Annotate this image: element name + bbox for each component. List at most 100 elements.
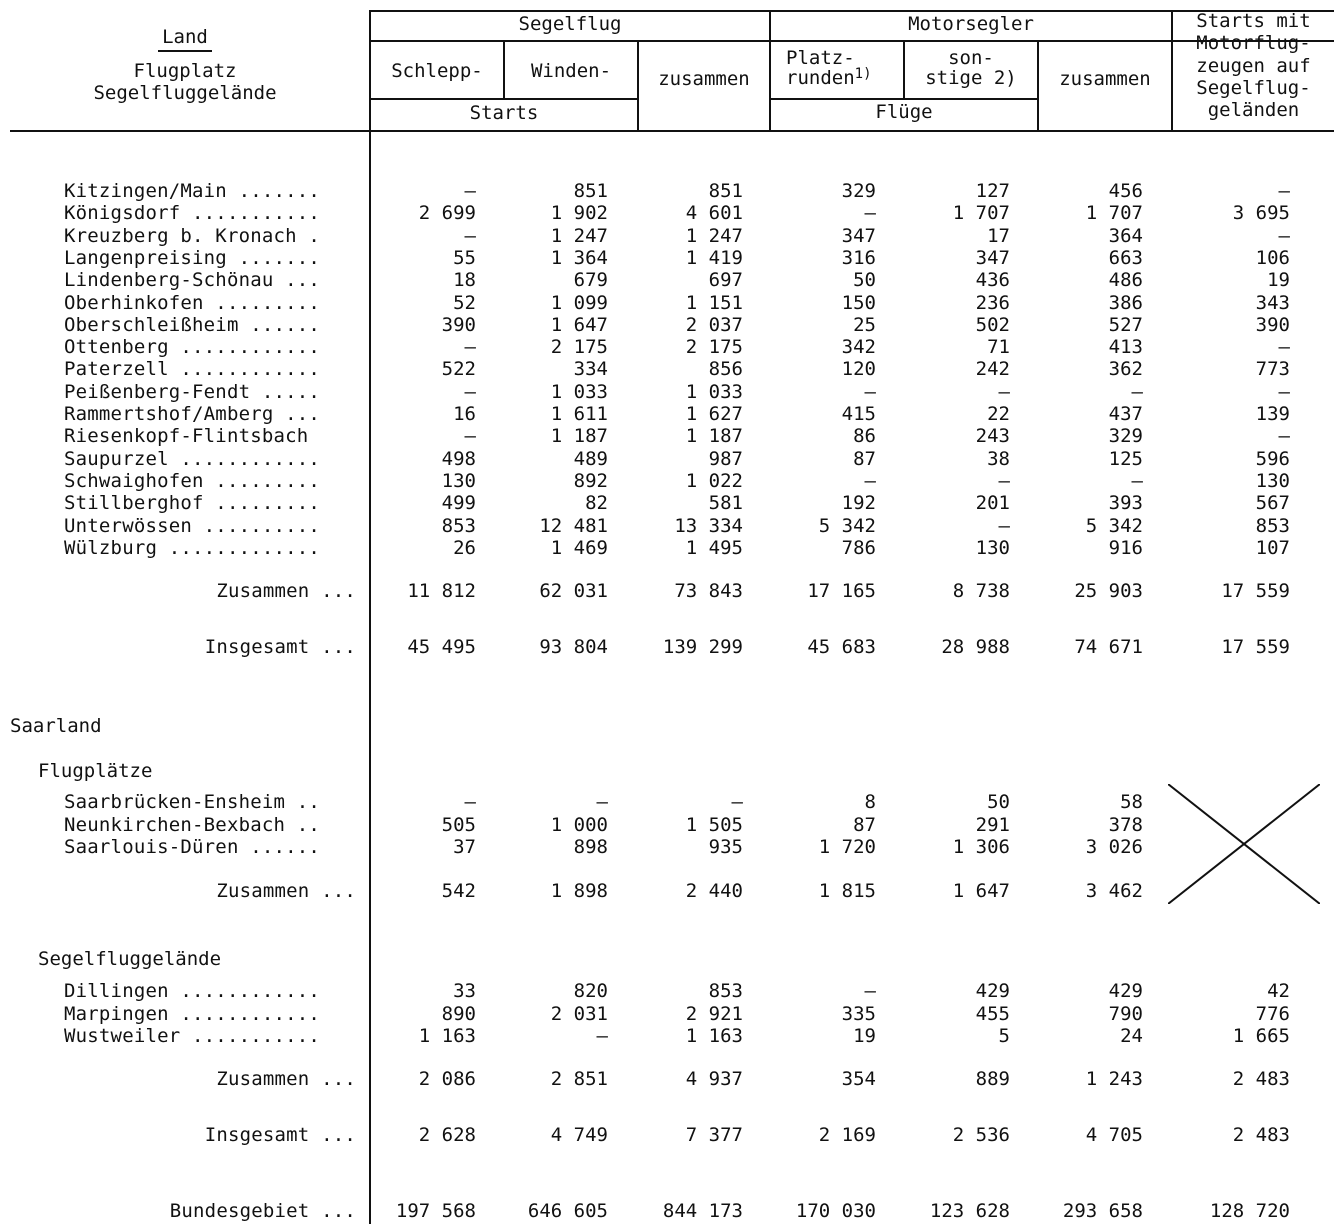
header-last-2: Motorflug- <box>1196 32 1311 54</box>
zusammen-row-label: Zusammen ... <box>216 1068 356 1090</box>
table-row-cell: 343 <box>1255 291 1290 314</box>
table-row-cell: 37 <box>453 836 476 858</box>
insgesamt-row-cell: 2 483 <box>1232 1124 1290 1146</box>
table-row-cell: 437 <box>1108 403 1143 425</box>
table-row-cell: – <box>464 180 476 202</box>
table-row-label: Peißenberg-Fendt ..... <box>64 380 321 403</box>
table-row-cell: 393 <box>1108 492 1143 515</box>
table-row-cell: 892 <box>573 469 608 492</box>
table-row-cell: 773 <box>1255 358 1290 381</box>
zusammen-row-cell: 1 243 <box>1085 1068 1143 1090</box>
table-row-cell: 386 <box>1108 291 1143 314</box>
table-row-cell: 18 <box>453 269 476 292</box>
zusammen-row-cell: 889 <box>975 1068 1010 1090</box>
table-row-cell: 1 187 <box>550 425 608 448</box>
table-row-cell: 856 <box>708 358 743 381</box>
insgesamt-row-label: Insgesamt ... <box>204 636 356 658</box>
insgesamt-row-cell: 28 988 <box>941 636 1010 658</box>
table-row-cell: 13 334 <box>674 514 743 537</box>
zusammen-row-cell: 11 812 <box>407 580 476 602</box>
zusammen-row-cell: 1 647 <box>952 880 1010 902</box>
table-row-cell: 71 <box>987 336 1010 359</box>
table-row-cell: 329 <box>1108 425 1143 448</box>
insgesamt-row-cell: 139 299 <box>662 636 743 658</box>
land-underline <box>158 50 212 52</box>
table-row-cell: 8 <box>864 791 876 813</box>
table-row-cell: 522 <box>441 358 476 381</box>
table-row-cell: 22 <box>987 403 1010 425</box>
zusammen-row-cell: 8 738 <box>952 580 1010 602</box>
zusammen-row-cell: 2 483 <box>1232 1068 1290 1090</box>
table-row-cell: 1 665 <box>1232 1025 1290 1047</box>
table-row-cell: 242 <box>975 358 1010 381</box>
header-last-5: geländen <box>1207 99 1300 121</box>
table-row-cell: – <box>864 202 876 225</box>
table-row-cell: 19 <box>1267 269 1290 292</box>
table-row-cell: 429 <box>1108 980 1143 1002</box>
table-row-cell: 192 <box>841 492 876 515</box>
bundesgebiet-row-cell: 123 628 <box>929 1200 1010 1222</box>
insgesamt-row-cell: 2 169 <box>818 1124 876 1146</box>
table-row-cell: 1 022 <box>685 469 743 492</box>
table-row-cell: 201 <box>975 492 1010 515</box>
header-top-rule <box>370 10 1334 12</box>
table-row-cell: 3 695 <box>1232 202 1290 225</box>
table-row-cell: 2 175 <box>550 336 608 359</box>
table-row-cell: – <box>1278 380 1290 403</box>
section-saarland: Saarland <box>10 715 102 737</box>
table-row-label: Oberschleißheim ...... <box>64 313 321 336</box>
table-row-cell: 1 033 <box>685 380 743 403</box>
table-row-cell: 456 <box>1108 180 1143 202</box>
table-row-label: Kreuzberg b. Kronach . <box>64 224 321 247</box>
table-row-label: Saupurzel ............ <box>64 447 321 470</box>
table-row-cell: 1 099 <box>550 291 608 314</box>
header-bottom-rule <box>10 130 1334 132</box>
table-row-cell: 1 000 <box>550 813 608 836</box>
header-flugplatz: Flugplatz <box>133 60 237 82</box>
table-row-cell: 413 <box>1108 336 1143 359</box>
table-row-cell: 1 163 <box>418 1025 476 1047</box>
header-last-1: Starts mit <box>1196 10 1311 32</box>
table-row-cell: 364 <box>1108 224 1143 247</box>
header-vline-1 <box>503 40 505 98</box>
header-runden-text: runden <box>786 67 855 89</box>
table-row-label: Lindenberg-Schönau ... <box>64 269 321 292</box>
table-row-cell: – <box>1278 336 1290 359</box>
table-row-cell: 581 <box>708 492 743 515</box>
table-row-cell: 1 495 <box>685 536 743 559</box>
table-row-cell: – <box>1278 425 1290 448</box>
table-row-cell: 378 <box>1108 813 1143 836</box>
bundesgebiet-row-cell: 197 568 <box>395 1200 476 1222</box>
table-row-cell: 86 <box>853 425 876 448</box>
table-row-cell: 2 921 <box>685 1002 743 1025</box>
table-row-cell: 1 707 <box>952 202 1010 225</box>
table-row-label: Dillingen ............ <box>64 980 321 1002</box>
table-row-cell: 697 <box>708 269 743 292</box>
insgesamt-row-label: Insgesamt ... <box>204 1124 356 1146</box>
table-row-cell: 1 033 <box>550 380 608 403</box>
header-segelfluggelaende: Segelfluggelände <box>93 82 277 104</box>
table-row-cell: 679 <box>573 269 608 292</box>
table-row-cell: – <box>464 791 476 813</box>
table-row-cell: 898 <box>573 836 608 858</box>
zusammen-row-cell: 2 440 <box>685 880 743 902</box>
table-row-cell: 130 <box>975 536 1010 559</box>
table-row-cell: 16 <box>453 403 476 425</box>
table-row-cell: 853 <box>441 514 476 537</box>
table-row-cell: 1 647 <box>550 313 608 336</box>
header-winden: Winden- <box>530 60 612 82</box>
table-row-cell: 1 163 <box>685 1025 743 1047</box>
table-row-cell: 55 <box>453 246 476 269</box>
table-row-cell: 1 419 <box>685 246 743 269</box>
header-vline-2 <box>637 40 639 132</box>
section-segelfluggelaende: Segelfluggelände <box>38 948 222 970</box>
table-row-cell: 2 699 <box>418 202 476 225</box>
zusammen-row-label: Zusammen ... <box>216 880 356 902</box>
table-row-cell: 489 <box>573 447 608 470</box>
section-flugplaetze: Flugplätze <box>38 760 153 782</box>
table-row-label: Kitzingen/Main ....... <box>64 180 321 202</box>
table-row-cell: 17 <box>987 224 1010 247</box>
bundesgebiet-row-cell: 128 720 <box>1209 1200 1290 1222</box>
table-row-cell: 987 <box>708 447 743 470</box>
table-row-cell: 1 707 <box>1085 202 1143 225</box>
